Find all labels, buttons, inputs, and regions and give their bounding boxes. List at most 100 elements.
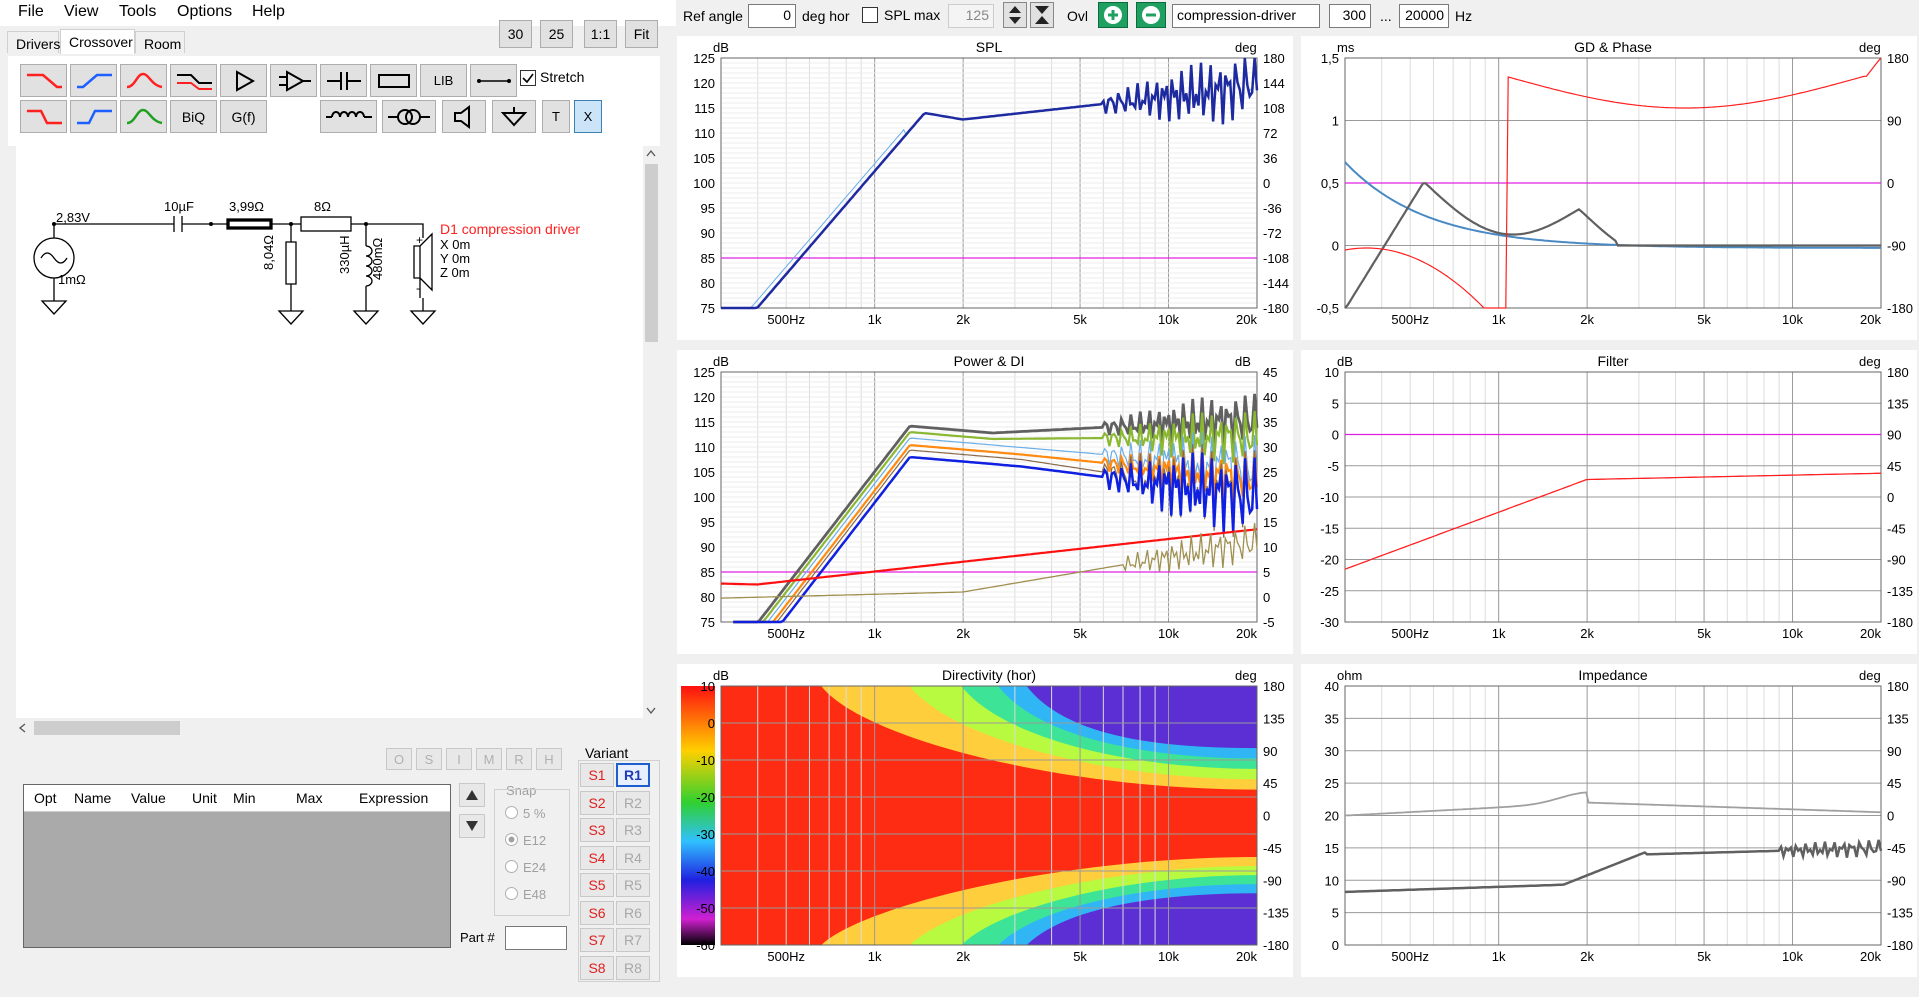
schematic-canvas[interactable]: + - 2,83V 1mΩ 10µF 3,99Ω 8Ω 8,04Ω 330µH 4… <box>16 146 643 718</box>
menu-tools[interactable]: Tools <box>119 3 157 20</box>
zoom-fit-button[interactable]: Fit <box>625 20 658 48</box>
shelf-button[interactable] <box>170 64 217 97</box>
opt-h-button[interactable]: H <box>536 748 562 770</box>
spl-max-input[interactable]: 125 <box>948 4 994 28</box>
power-curve-green <box>733 410 1259 624</box>
overlay-add-button[interactable] <box>1098 2 1128 28</box>
tab-drivers[interactable]: Drivers <box>7 31 60 53</box>
variant-r4-button[interactable]: R4 <box>616 845 650 870</box>
lib-button[interactable]: LIB <box>420 64 467 97</box>
tab-crossover[interactable]: Crossover <box>60 29 135 54</box>
opt-r-button[interactable]: R <box>506 748 532 770</box>
inductor-button[interactable] <box>320 100 377 133</box>
wire-button[interactable] <box>470 64 517 97</box>
col-value[interactable]: Value <box>131 790 166 806</box>
variant-s3-button[interactable]: S3 <box>580 818 614 842</box>
menu-file[interactable]: File <box>18 3 44 20</box>
variant-s2-button[interactable]: S2 <box>580 790 614 815</box>
impedance-panel[interactable]: Impedance ohm deg 40 35 30 25 20 15 10 5 0 180 135 90 4… <box>1301 664 1917 977</box>
biquad-button[interactable]: BiQ <box>170 100 217 133</box>
variant-r7-button[interactable]: R7 <box>616 928 650 952</box>
part-number-input[interactable] <box>505 926 567 950</box>
variant-r2-button[interactable]: R2 <box>616 790 650 815</box>
directivity-ytick-left: -10 <box>696 753 715 768</box>
col-min[interactable]: Min <box>233 790 256 806</box>
move-up-button[interactable] <box>459 783 485 807</box>
opt-i-button[interactable]: I <box>446 748 472 770</box>
highpass-blue2-button[interactable] <box>70 100 117 133</box>
transformer-button[interactable] <box>382 100 436 133</box>
variant-s8-button[interactable]: S8 <box>580 955 614 980</box>
overlay-driver-input[interactable]: compression-driver <box>1172 4 1320 28</box>
opt-s-button[interactable]: S <box>416 748 442 770</box>
variant-r1-button[interactable]: R1 <box>616 763 650 787</box>
highpass-blue-button[interactable] <box>70 64 117 97</box>
schematic-hscrollbar[interactable] <box>16 718 643 738</box>
lowpass-red-button[interactable] <box>20 64 67 97</box>
schematic-vscrollbar[interactable] <box>643 146 660 718</box>
spl-spin-button[interactable] <box>1003 2 1027 28</box>
directivity-ytick-right: 0 <box>1263 809 1270 824</box>
resistor-button[interactable] <box>370 64 417 97</box>
variant-s7-button[interactable]: S7 <box>580 928 614 952</box>
zoom-1to1-button[interactable]: 1:1 <box>584 20 617 48</box>
col-expression[interactable]: Expression <box>359 790 429 806</box>
spl-panel[interactable]: SPL dB deg 125 120 115 110 105 100 95 90 85 80 75 180 1… <box>677 36 1293 340</box>
impedance-ytick-right: -45 <box>1887 841 1906 856</box>
col-name[interactable]: Name <box>74 790 112 806</box>
variant-s4-button[interactable]: S4 <box>580 845 614 870</box>
opt-o-button[interactable]: O <box>386 748 412 770</box>
filter-left-unit: dB <box>1337 354 1353 369</box>
col-unit[interactable]: Unit <box>192 790 217 806</box>
snap-option-e48[interactable]: E48 <box>505 887 546 902</box>
zoom-30-button[interactable]: 30 <box>499 20 532 48</box>
freq-high-input[interactable]: 20000 <box>1399 4 1449 28</box>
snap-option-e24[interactable]: E24 <box>505 860 546 875</box>
overlay-remove-button[interactable] <box>1136 2 1166 28</box>
menu-help[interactable]: Help <box>252 3 285 20</box>
col-max[interactable]: Max <box>296 790 323 806</box>
variant-r5-button[interactable]: R5 <box>616 873 650 897</box>
amplifier-button[interactable] <box>220 64 267 97</box>
spl-max-checkbox[interactable] <box>862 7 878 23</box>
speaker-icon <box>454 104 470 129</box>
optimizer-table[interactable]: Opt Name Value Unit Min Max Expression <box>23 784 451 948</box>
filter-panel[interactable]: Filter dB deg 10 5 0 -5 -10 -15 -20 -25 -30 180 135 90… <box>1301 350 1917 654</box>
driver-button[interactable] <box>442 100 486 133</box>
opamp-button[interactable] <box>270 64 317 97</box>
variant-s5-button[interactable]: S5 <box>580 873 614 897</box>
menu-view[interactable]: View <box>64 3 99 20</box>
variant-s1-button[interactable]: S1 <box>580 763 614 787</box>
opt-m-button[interactable]: M <box>476 748 502 770</box>
variant-r3-button[interactable]: R3 <box>616 818 650 842</box>
tab-room[interactable]: Room <box>135 31 185 53</box>
directivity-panel[interactable]: Directivity (hor) dB deg 10 0 -10 -20 -30 -40 -50… <box>677 664 1293 977</box>
variant-s6-button[interactable]: S6 <box>580 900 614 925</box>
lowpass-red2-button[interactable] <box>20 100 67 133</box>
variant-r6-button[interactable]: R6 <box>616 900 650 925</box>
move-down-button[interactable] <box>459 814 485 838</box>
impedance-ytick-right: 0 <box>1887 809 1894 824</box>
variant-r8-button[interactable]: R8 <box>616 955 650 980</box>
text-button[interactable]: T <box>542 100 570 133</box>
gd-xtick: 5k <box>1697 312 1711 327</box>
zoom-25-button[interactable]: 25 <box>540 20 573 48</box>
ref-angle-input[interactable]: 0 <box>748 4 796 28</box>
snap-option-e12[interactable]: E12 <box>505 833 546 848</box>
x-toggle-button[interactable]: X <box>574 100 602 133</box>
spl-range-button[interactable] <box>1030 2 1054 28</box>
directivity-xtick: 20k <box>1236 949 1257 964</box>
gd-phase-panel[interactable]: GD & Phase ms deg 1,5 1 0,5 0 -0,5 180 90 0 -90 -180… <box>1301 36 1917 340</box>
bandpass-red-button[interactable] <box>120 64 167 97</box>
filter-ytick-right: -135 <box>1887 584 1913 599</box>
capacitor-button[interactable] <box>320 64 367 97</box>
stretch-checkbox[interactable] <box>520 70 536 86</box>
power-di-panel[interactable]: Power & DI dB dB 125 120 115 110 105 100 95 90 85 80… <box>677 350 1293 654</box>
bandpass-green-button[interactable] <box>120 100 167 133</box>
col-opt[interactable]: Opt <box>34 790 57 806</box>
ground-button[interactable] <box>492 100 536 133</box>
gf-button[interactable]: G(f) <box>220 100 267 133</box>
menu-options[interactable]: Options <box>177 3 233 20</box>
snap-option-5pct[interactable]: 5 % <box>505 806 545 821</box>
freq-low-input[interactable]: 300 <box>1329 4 1371 28</box>
